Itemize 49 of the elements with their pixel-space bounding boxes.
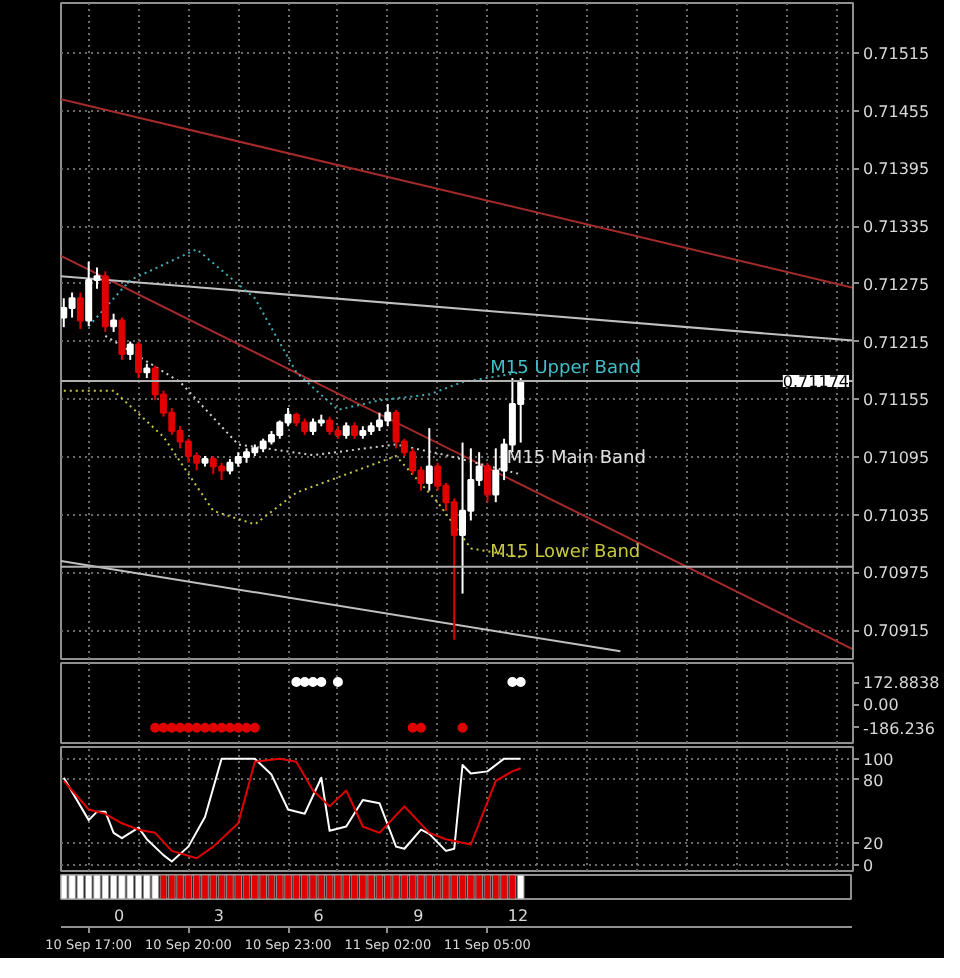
candlestick — [118, 316, 126, 361]
y-tick-label: 0 — [863, 856, 874, 875]
y-tick-label: 0.71035 — [863, 506, 930, 525]
y-tick-label: 0.71275 — [863, 275, 930, 294]
y-tick-label: 0.71095 — [863, 449, 930, 468]
candlestick — [483, 461, 491, 504]
ref-line-label: 0.71174 — [782, 373, 850, 392]
y-tick-label: 0.00 — [863, 696, 899, 715]
y-tick-label: 0.71155 — [863, 391, 930, 410]
candlestick — [209, 455, 217, 476]
x2-tick-label: 12 — [507, 907, 529, 925]
candlestick — [375, 411, 383, 433]
candlestick — [110, 312, 118, 333]
candlestick — [326, 415, 334, 436]
x2-tick-label: 6 — [313, 907, 324, 925]
candlestick — [425, 427, 433, 492]
y-tick-label: 0.70915 — [863, 622, 930, 641]
candlestick — [61, 297, 68, 329]
candlestick — [392, 408, 400, 450]
candlestick — [85, 260, 93, 328]
candlestick — [184, 437, 192, 464]
annotation: M15 Main Band — [506, 448, 646, 469]
y-tick-label: 0.71455 — [863, 102, 930, 121]
candlestick — [68, 291, 76, 319]
y-tick-label: -186.236 — [863, 719, 935, 738]
candlestick — [135, 340, 143, 380]
candlestick — [459, 441, 467, 595]
annotation: M15 Upper Band — [490, 358, 641, 379]
candlestick — [284, 406, 292, 428]
candlestick — [384, 403, 392, 428]
candlestick — [517, 377, 525, 444]
x2-tick-label: 0 — [114, 907, 125, 925]
y-tick-label: 172.8838 — [863, 674, 940, 693]
candlestick — [409, 447, 417, 476]
candlestick — [492, 447, 500, 504]
candlestick — [276, 419, 284, 440]
y-tick-label: 20 — [863, 835, 884, 854]
annotation: M15 Lower Band — [490, 543, 641, 564]
y-tick-label: 0.70975 — [863, 564, 930, 583]
y-tick-label: 0.71395 — [863, 160, 930, 179]
x2-tick-label: 9 — [413, 907, 424, 925]
y-tick-label: 100 — [863, 750, 894, 769]
candlestick — [76, 291, 84, 331]
y-tick-label: 0.71215 — [863, 333, 930, 352]
y-tick-label: 0.71515 — [863, 45, 930, 64]
y-tick-label: 80 — [863, 771, 884, 790]
y-tick-label: 0.71335 — [863, 218, 930, 237]
candlestick — [126, 340, 134, 361]
x2-tick-label: 3 — [213, 907, 224, 925]
